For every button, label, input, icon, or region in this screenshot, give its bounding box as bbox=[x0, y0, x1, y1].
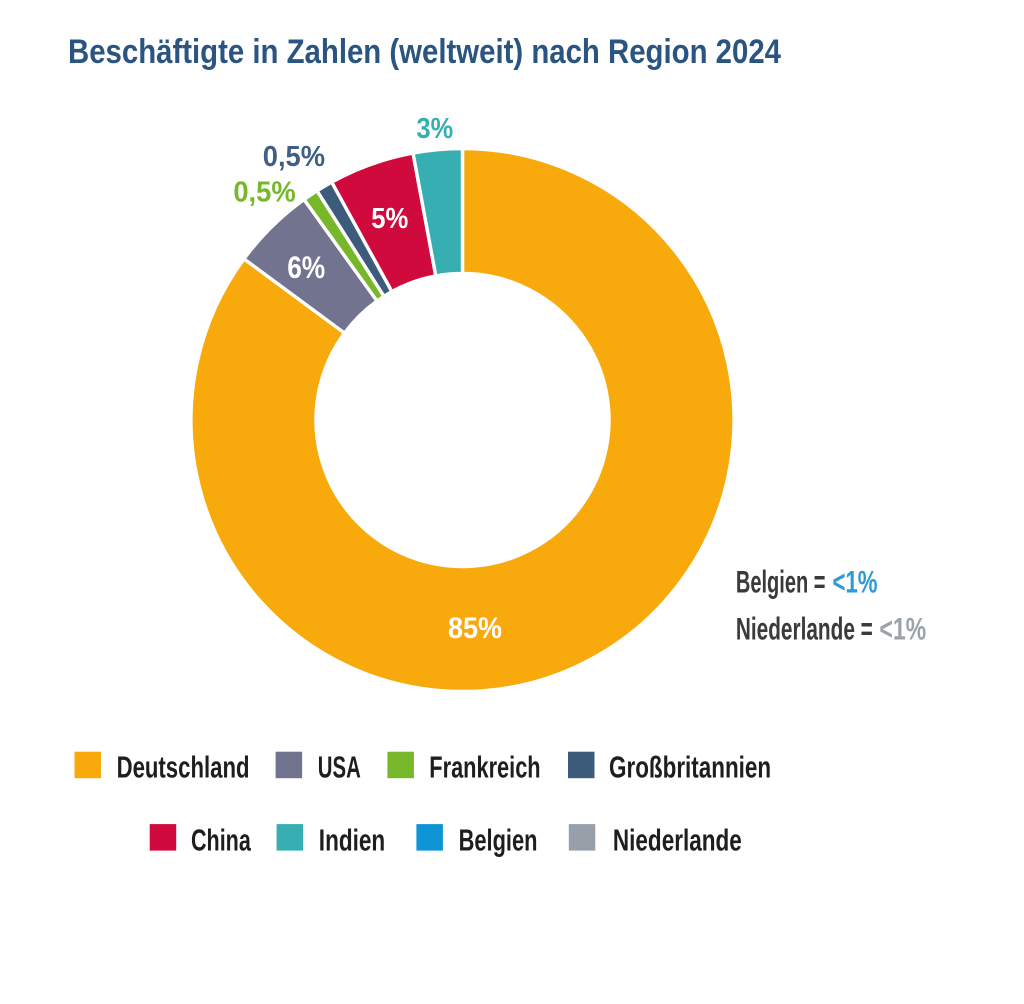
svg-text:5%: 5% bbox=[371, 203, 408, 235]
svg-text:<1%: <1% bbox=[833, 564, 878, 600]
svg-text:6%: 6% bbox=[287, 249, 325, 285]
svg-text:85%: 85% bbox=[448, 612, 502, 645]
svg-text:Deutschland: Deutschland bbox=[117, 751, 250, 785]
svg-text:Indien: Indien bbox=[319, 823, 385, 857]
svg-text:Belgien: Belgien bbox=[459, 823, 538, 857]
svg-text:Beschäftigte in Zahlen (weltwe: Beschäftigte in Zahlen (weltweit) nach R… bbox=[68, 33, 781, 71]
svg-text:Niederlande: Niederlande bbox=[613, 823, 742, 857]
svg-text:0,5%: 0,5% bbox=[233, 176, 295, 208]
svg-text:Belgien =: Belgien = bbox=[736, 564, 826, 600]
svg-text:0,5%: 0,5% bbox=[263, 141, 325, 173]
svg-text:<1%: <1% bbox=[879, 610, 926, 646]
svg-text:3%: 3% bbox=[417, 113, 454, 145]
svg-text:Großbritannien: Großbritannien bbox=[609, 751, 771, 785]
svg-text:Frankreich: Frankreich bbox=[429, 751, 540, 785]
svg-text:USA: USA bbox=[318, 751, 361, 785]
svg-text:China: China bbox=[191, 823, 252, 857]
svg-text:Niederlande =: Niederlande = bbox=[736, 610, 873, 646]
